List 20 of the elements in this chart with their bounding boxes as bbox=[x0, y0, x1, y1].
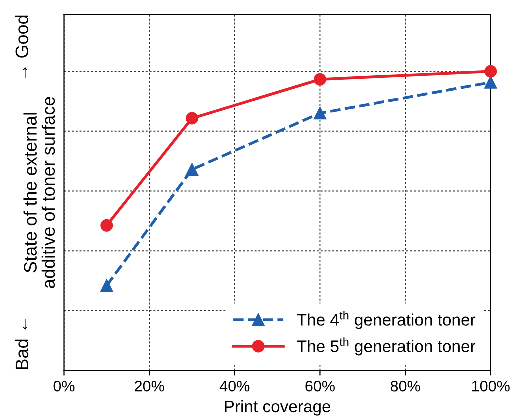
point bbox=[484, 65, 498, 78]
x-tick-label: 100% bbox=[472, 380, 510, 392]
x-tick-label: 80% bbox=[390, 380, 420, 392]
legend-label: The 5$^{th}$ generation toner bbox=[297, 338, 476, 356]
x-tick-label: 60% bbox=[306, 380, 335, 392]
x-axis-title: Print coverage bbox=[225, 400, 331, 416]
point bbox=[314, 73, 326, 86]
legend-label: The 4$^{th}$ generation toner bbox=[297, 311, 476, 330]
text: Bad ← bbox=[15, 319, 29, 370]
point bbox=[484, 76, 498, 89]
point bbox=[100, 280, 114, 292]
x-tick-label: 20% bbox=[135, 380, 164, 392]
point bbox=[314, 107, 326, 120]
point bbox=[186, 163, 198, 176]
text: → Good bbox=[15, 16, 29, 78]
x-tick-label: 40% bbox=[220, 380, 250, 392]
x-tick-label: 0% bbox=[54, 380, 75, 392]
point bbox=[186, 112, 198, 125]
point bbox=[100, 219, 114, 232]
y-axis-title: State of the external additive of toner surface bbox=[24, 97, 56, 288]
